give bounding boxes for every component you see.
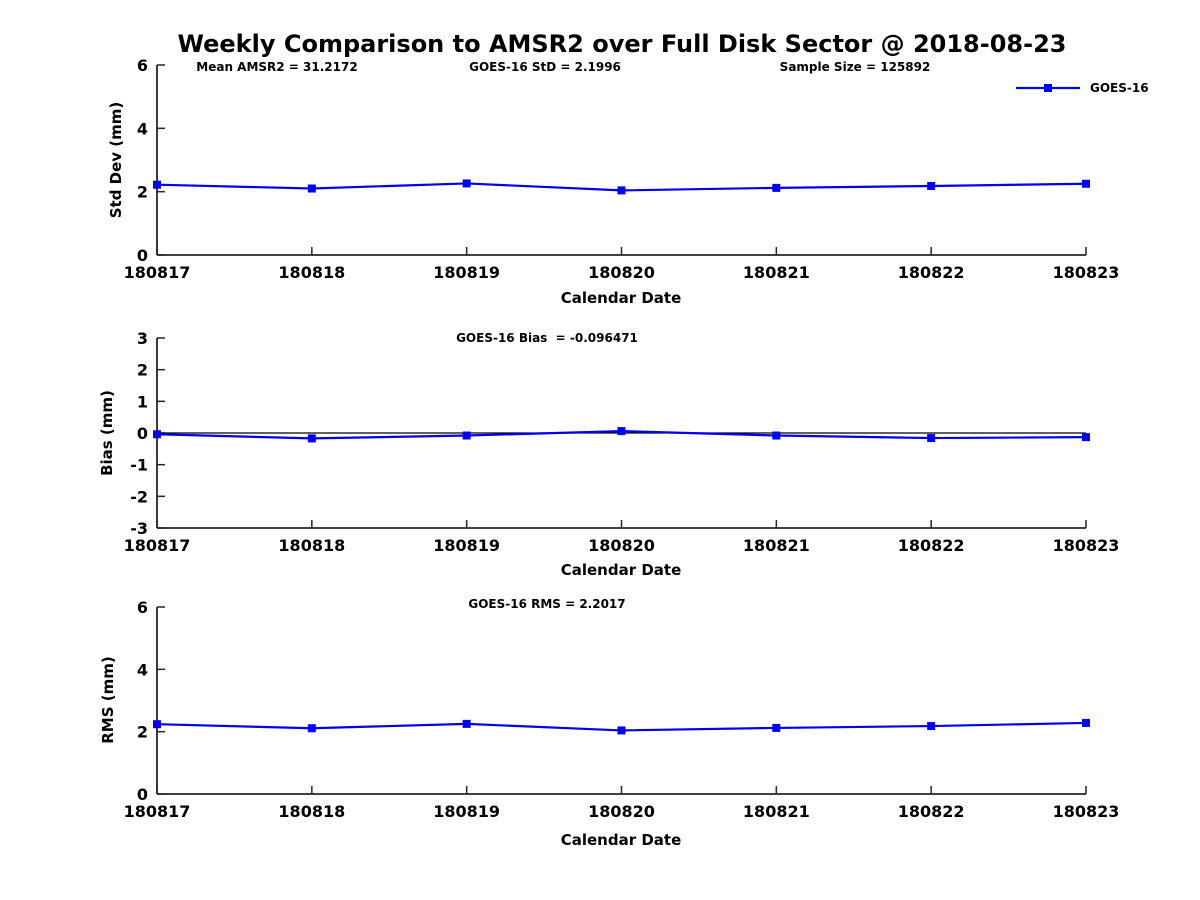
data-point-marker [1082, 718, 1090, 727]
y-tick-label: 2 [137, 183, 148, 202]
annotation-sample-size: Sample Size = 125892 [779, 60, 931, 74]
data-point-marker [927, 722, 936, 731]
y-tick-label: 0 [137, 246, 148, 265]
legend-line-sample-icon [1016, 84, 1080, 92]
data-point-marker [927, 181, 936, 190]
data-point-marker [927, 434, 936, 443]
x-tick-label: 180817 [124, 536, 191, 555]
data-point-marker [772, 723, 781, 732]
subplot-0: 0 2 4 6 180817 180818 180819 180820 180821 180822… [124, 56, 1120, 282]
x-tick-label: 180819 [433, 802, 500, 821]
y-axis-label-rms: RMS (mm) [99, 656, 117, 744]
y-tick-label: 0 [137, 424, 148, 443]
data-point-marker [617, 726, 626, 735]
y-tick-label: 0 [137, 785, 148, 804]
x-tick-label: 180818 [278, 802, 345, 821]
x-tick-label: 180819 [433, 263, 500, 282]
y-tick-label: -2 [130, 487, 148, 506]
x-tick-label: 180818 [278, 536, 345, 555]
data-point-marker [153, 720, 161, 729]
x-tick-label: 180823 [1053, 802, 1120, 821]
data-point-marker [772, 183, 781, 192]
y-tick-label: 6 [137, 598, 148, 617]
data-point-marker [772, 431, 781, 440]
data-point-marker [307, 724, 316, 733]
legend: GOES-16 [1012, 79, 1149, 97]
y-tick-label: 6 [137, 56, 148, 75]
y-tick-label: -1 [130, 456, 148, 475]
x-tick-label: 180820 [588, 536, 655, 555]
data-point-marker [462, 431, 471, 440]
y-tick-label: 1 [137, 392, 148, 411]
subplot-2: 0 2 4 6 180817 180818 180819 180820 180821 180822… [124, 598, 1120, 821]
data-point-marker [617, 427, 626, 436]
data-point-marker [153, 430, 161, 439]
data-point-marker [1082, 433, 1090, 442]
y-tick-label: 4 [137, 660, 148, 679]
annotation-goes16-std: GOES-16 StD = 2.1996 [469, 60, 621, 74]
y-axis-label-std-dev: Std Dev (mm) [107, 101, 125, 219]
y-tick-label: 4 [137, 119, 148, 138]
x-tick-label: 180823 [1053, 263, 1120, 282]
data-point-marker [307, 184, 316, 193]
x-tick-label: 180820 [588, 263, 655, 282]
x-tick-label: 180817 [124, 802, 191, 821]
x-tick-label: 180822 [898, 536, 965, 555]
y-tick-label: 3 [137, 329, 148, 348]
x-tick-label: 180820 [588, 802, 655, 821]
x-axis-label-calendar-date-bottom: Calendar Date [560, 831, 682, 849]
x-tick-label: 180823 [1053, 536, 1120, 555]
x-tick-label: 180822 [898, 802, 965, 821]
x-tick-label: 180817 [124, 263, 191, 282]
data-point-marker [307, 434, 316, 443]
legend-label: GOES-16 [1090, 81, 1149, 95]
figure-title: Weekly Comparison to AMSR2 over Full Dis… [177, 30, 1067, 58]
y-axis-label-bias: Bias (mm) [98, 390, 116, 476]
data-point-marker [617, 186, 626, 195]
x-tick-label: 180821 [743, 802, 810, 821]
x-tick-label: 180818 [278, 263, 345, 282]
x-axis-label-calendar-date-middle: Calendar Date [560, 561, 682, 579]
data-point-marker [153, 180, 161, 189]
annotation-goes16-rms: GOES-16 RMS = 2.2017 [468, 597, 626, 611]
x-tick-label: 180821 [743, 263, 810, 282]
annotation-goes16-bias: GOES-16 Bias = -0.096471 [456, 331, 638, 345]
data-point-marker [462, 719, 471, 728]
x-axis-label-calendar-date-top: Calendar Date [560, 289, 682, 307]
annotation-mean-amsr2: Mean AMSR2 = 31.2172 [196, 60, 358, 74]
x-tick-label: 180822 [898, 263, 965, 282]
x-tick-label: 180821 [743, 536, 810, 555]
y-tick-label: 2 [137, 723, 148, 742]
y-tick-label: -3 [130, 519, 148, 538]
data-point-marker [462, 179, 471, 188]
data-point-marker [1082, 179, 1090, 188]
x-tick-label: 180819 [433, 536, 500, 555]
y-tick-label: 2 [137, 361, 148, 380]
